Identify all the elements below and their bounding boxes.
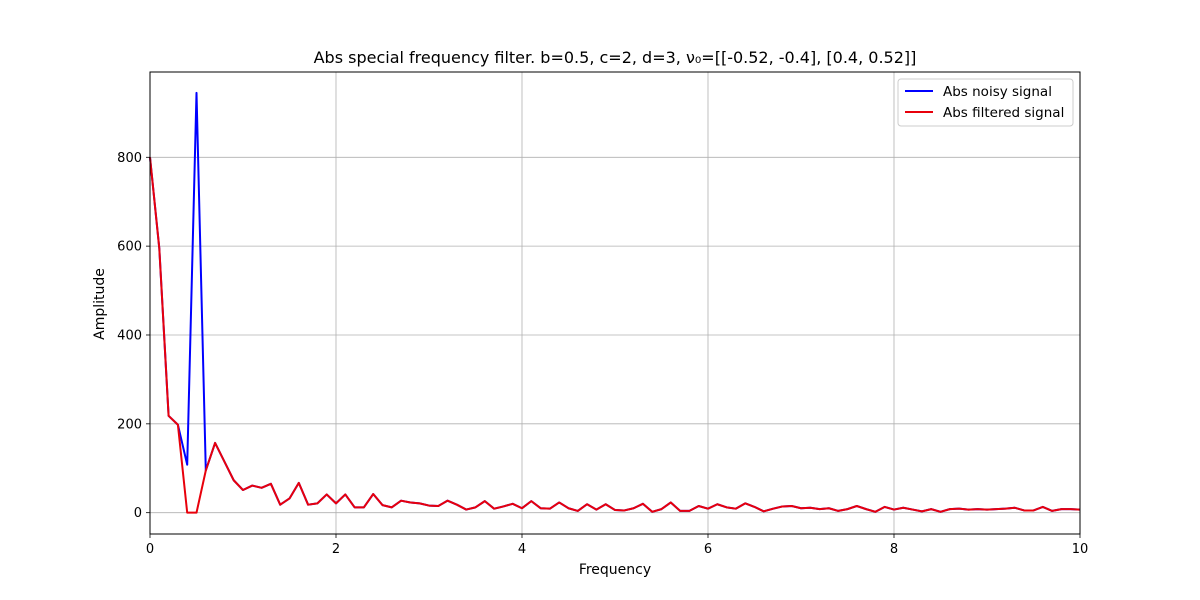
chart-title: Abs special frequency filter. b=0.5, c=2… — [314, 48, 917, 67]
axis-ticks: 0 2 4 6 8 10 0 200 400 600 800 — [117, 151, 1088, 557]
x-tick-label: 10 — [1072, 542, 1089, 557]
plot-frame — [149, 71, 1081, 535]
x-tick-label: 8 — [890, 542, 898, 557]
x-tick-label: 0 — [146, 542, 154, 557]
x-tick-label: 2 — [332, 542, 340, 557]
legend-box — [897, 78, 1074, 127]
y-tick-label: 800 — [117, 151, 142, 166]
series-line-filtered — [149, 157, 1081, 514]
y-tick-label: 0 — [134, 506, 142, 521]
x-tick-label: 4 — [518, 542, 526, 557]
legend: Abs noisy signal Abs filtered signal — [897, 78, 1074, 127]
y-tick-label: 200 — [117, 417, 142, 432]
grid — [149, 72, 1081, 534]
y-tick-label: 600 — [117, 240, 142, 255]
x-axis-label: Frequency — [579, 562, 651, 578]
plot-series — [149, 91, 1081, 514]
y-axis-label: Amplitude — [92, 268, 108, 340]
y-tick-label: 400 — [117, 328, 142, 343]
x-tick-label: 6 — [704, 542, 712, 557]
legend-label-filtered: Abs filtered signal — [943, 105, 1064, 121]
legend-label-noisy: Abs noisy signal — [943, 84, 1052, 100]
